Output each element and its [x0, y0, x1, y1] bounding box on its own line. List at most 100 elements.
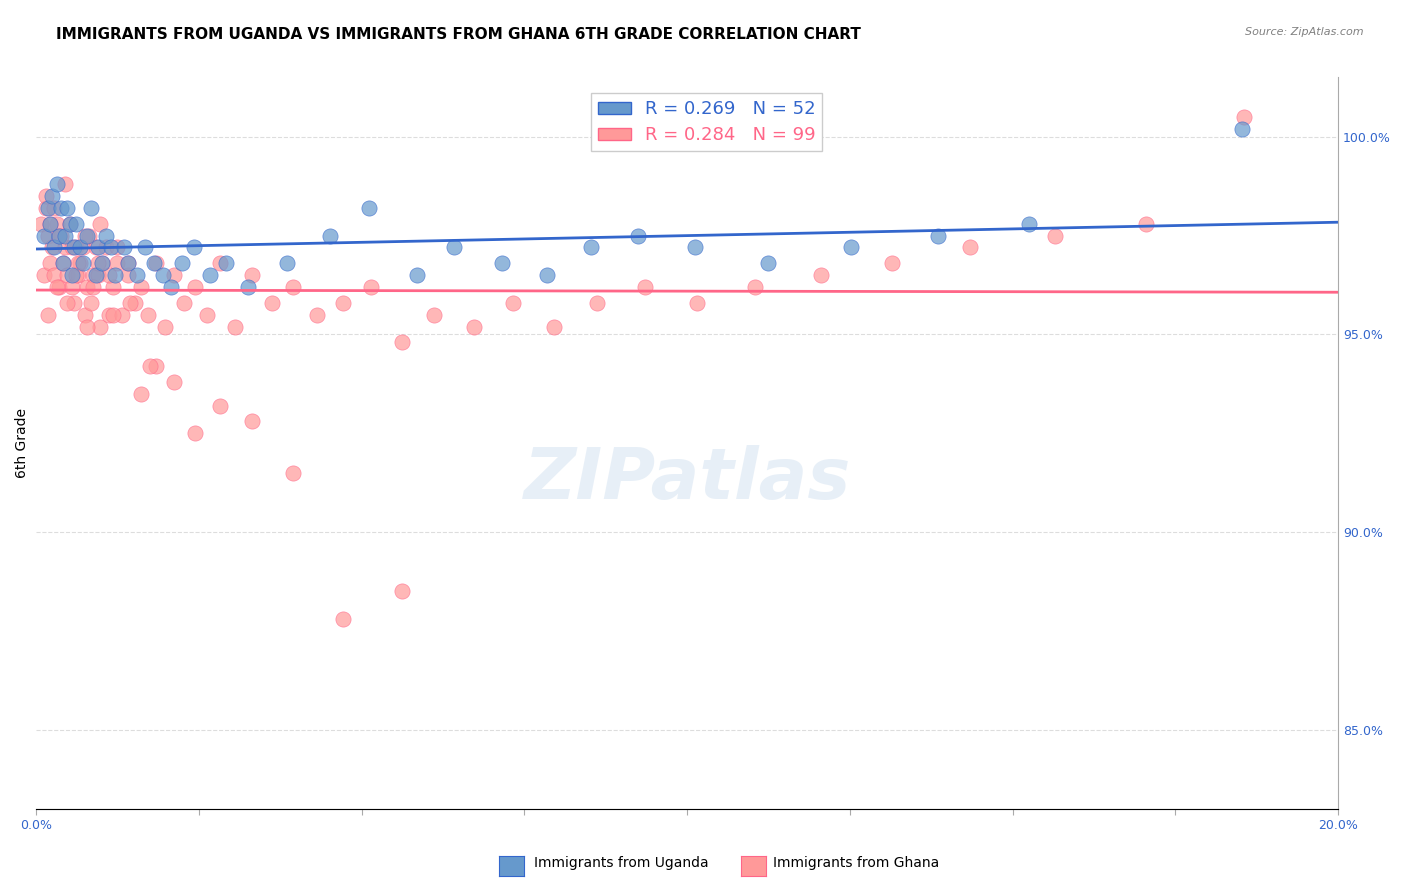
Point: [84, 268, 107, 282]
Point: [391, 335, 413, 350]
Point: [152, 268, 174, 282]
Point: [37, 228, 59, 243]
Legend: R = 0.269   N = 52, R = 0.284   N = 99: R = 0.269 N = 52, R = 0.284 N = 99: [592, 93, 823, 151]
Point: [35, 201, 58, 215]
Point: [959, 240, 981, 254]
Point: [80, 201, 103, 215]
Y-axis label: 6th Grade: 6th Grade: [15, 409, 30, 478]
Point: [208, 256, 231, 270]
Point: [208, 399, 231, 413]
Point: [163, 375, 186, 389]
Point: [101, 280, 124, 294]
Text: Source: ZipAtlas.com: Source: ZipAtlas.com: [1246, 27, 1364, 37]
Point: [125, 268, 148, 282]
Point: [1230, 121, 1253, 136]
Point: [200, 268, 222, 282]
Point: [163, 268, 186, 282]
Point: [39, 217, 62, 231]
Point: [53, 178, 76, 192]
Point: [37, 308, 59, 322]
Point: [359, 201, 381, 215]
Point: [120, 296, 142, 310]
Point: [882, 256, 904, 270]
Point: [236, 280, 259, 294]
Point: [283, 466, 305, 480]
Point: [634, 280, 657, 294]
Point: [160, 280, 183, 294]
Point: [62, 296, 84, 310]
Point: [65, 240, 87, 254]
Point: [543, 319, 565, 334]
Point: [131, 280, 153, 294]
Point: [45, 280, 67, 294]
Point: [39, 256, 62, 270]
Point: [491, 256, 513, 270]
Point: [839, 240, 862, 254]
Point: [443, 240, 465, 254]
Point: [45, 217, 67, 231]
Point: [536, 268, 558, 282]
Point: [37, 201, 59, 215]
Point: [65, 268, 87, 282]
Point: [80, 296, 103, 310]
Point: [117, 268, 139, 282]
Point: [41, 240, 63, 254]
Point: [579, 240, 602, 254]
Text: IMMIGRANTS FROM UGANDA VS IMMIGRANTS FROM GHANA 6TH GRADE CORRELATION CHART: IMMIGRANTS FROM UGANDA VS IMMIGRANTS FRO…: [56, 27, 860, 42]
Point: [60, 280, 83, 294]
Point: [82, 280, 104, 294]
Point: [32, 268, 55, 282]
Point: [224, 319, 246, 334]
Point: [105, 256, 128, 270]
Point: [67, 268, 90, 282]
Point: [82, 268, 104, 282]
Text: Immigrants from Ghana: Immigrants from Ghana: [773, 855, 939, 870]
Point: [56, 296, 79, 310]
Point: [53, 228, 76, 243]
Point: [48, 228, 70, 243]
Point: [76, 280, 98, 294]
Point: [52, 256, 75, 270]
Point: [69, 240, 91, 254]
Point: [49, 201, 72, 215]
Point: [586, 296, 609, 310]
Point: [136, 308, 159, 322]
Point: [76, 228, 98, 243]
Point: [60, 240, 83, 254]
Point: [59, 217, 82, 231]
Point: [391, 584, 413, 599]
Point: [69, 256, 91, 270]
Point: [1233, 110, 1256, 124]
Point: [45, 178, 67, 192]
Point: [44, 240, 66, 254]
Point: [184, 426, 207, 441]
Point: [683, 240, 706, 254]
Point: [124, 296, 146, 310]
Point: [240, 268, 263, 282]
Point: [35, 189, 58, 203]
Point: [104, 268, 127, 282]
Point: [139, 359, 162, 373]
Point: [73, 308, 96, 322]
Point: [44, 201, 66, 215]
Point: [30, 217, 52, 231]
Point: [260, 296, 283, 310]
Point: [73, 228, 96, 243]
Point: [145, 256, 167, 270]
Point: [41, 189, 63, 203]
Point: [463, 319, 485, 334]
Point: [502, 296, 524, 310]
Point: [184, 280, 207, 294]
Point: [97, 268, 120, 282]
Point: [183, 240, 205, 254]
Point: [67, 256, 90, 270]
Point: [111, 308, 134, 322]
Point: [1018, 217, 1040, 231]
Point: [173, 296, 195, 310]
Point: [79, 228, 101, 243]
Point: [87, 268, 110, 282]
Point: [405, 268, 427, 282]
Point: [117, 256, 139, 270]
Point: [49, 228, 72, 243]
Text: Immigrants from Uganda: Immigrants from Uganda: [534, 855, 709, 870]
